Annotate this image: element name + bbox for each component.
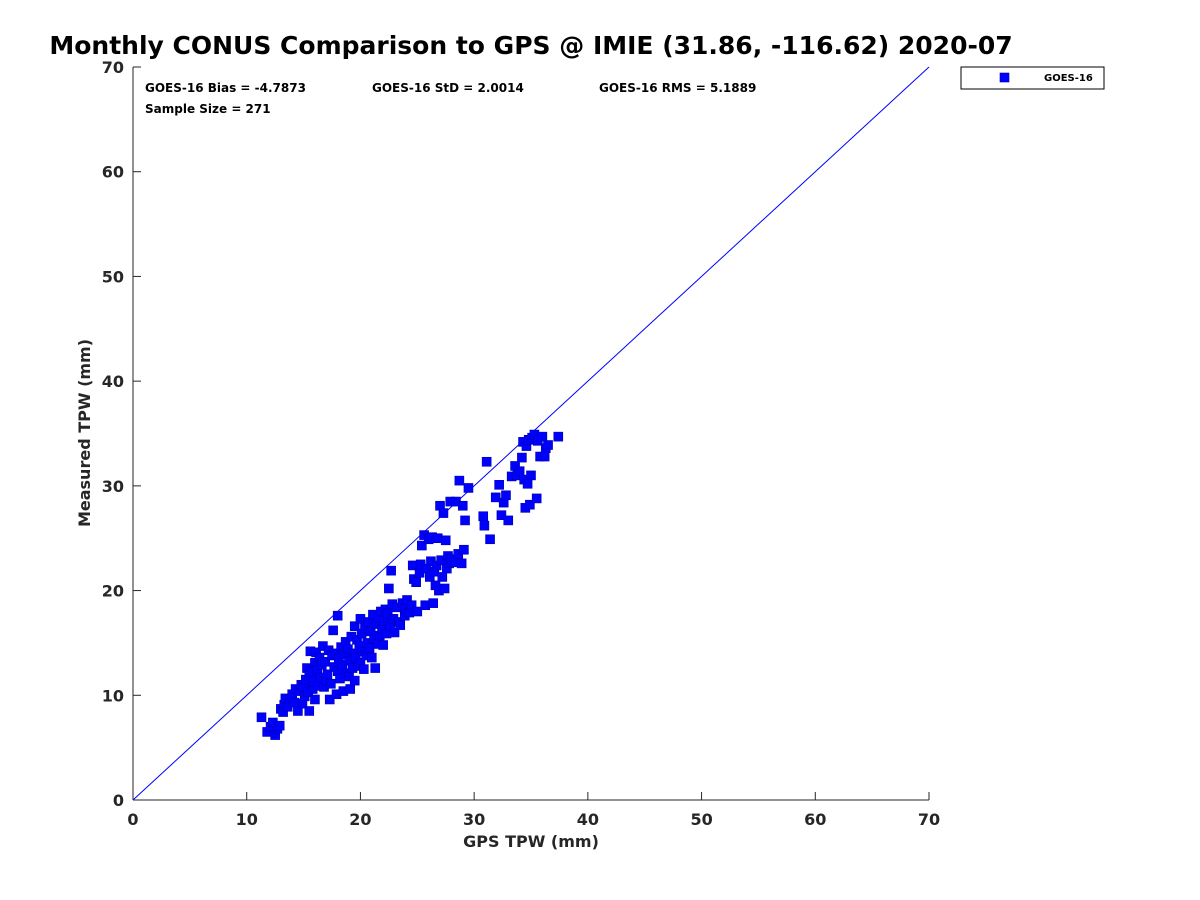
data-point (411, 577, 421, 587)
data-point (420, 600, 431, 611)
data-point (459, 544, 469, 555)
data-point (310, 694, 320, 705)
data-point (256, 712, 267, 723)
data-point (543, 440, 553, 450)
data-point (378, 640, 388, 650)
data-point (539, 451, 550, 462)
y-axis-label: Measured TPW (mm) (75, 339, 94, 527)
x-axis-label: GPS TPW (mm) (463, 832, 599, 851)
data-point (322, 669, 333, 680)
x-tick-label: 30 (463, 810, 485, 829)
x-tick-label: 40 (577, 810, 599, 829)
data-point (389, 627, 400, 638)
data-point (440, 535, 451, 546)
data-point (456, 558, 467, 569)
data-point (503, 515, 514, 526)
x-tick-label: 60 (804, 810, 826, 829)
sample-size-annotation: Sample Size = 271 (145, 102, 271, 116)
data-point (490, 492, 501, 503)
data-point (326, 678, 336, 689)
data-point (454, 475, 465, 486)
y-tick-label: 50 (102, 267, 124, 286)
data-point (460, 515, 470, 526)
data-point (349, 621, 360, 631)
data-point (382, 608, 393, 619)
legend-box (960, 66, 1105, 90)
data-point (537, 431, 548, 442)
x-tick-label: 20 (349, 810, 371, 829)
data-point (531, 493, 542, 504)
rms-annotation: GOES-16 RMS = 5.1889 (599, 81, 756, 95)
data-point (479, 520, 490, 531)
y-tick-label: 30 (102, 477, 124, 496)
data-point (324, 694, 335, 705)
x-tick-label: 10 (236, 810, 258, 829)
data-point (438, 508, 449, 518)
y-tick-label: 60 (102, 163, 124, 182)
data-point (485, 534, 495, 545)
legend-label-goes16: GOES-16 (1044, 73, 1093, 84)
data-point (496, 510, 507, 520)
data-point (366, 652, 377, 663)
data-point (478, 511, 489, 522)
data-point (432, 533, 443, 544)
data-point (501, 490, 511, 501)
data-point (349, 675, 360, 686)
data-point (412, 606, 423, 617)
data-point (514, 466, 525, 476)
data-point (522, 478, 533, 489)
data-point (274, 720, 285, 731)
data-point (332, 610, 343, 621)
data-point (517, 452, 527, 463)
y-tick-label: 20 (102, 582, 124, 601)
std-annotation: GOES-16 StD = 2.0014 (372, 81, 524, 95)
data-point (289, 697, 300, 708)
y-tick-label: 10 (102, 686, 124, 705)
data-point (526, 470, 536, 481)
data-point (384, 583, 394, 594)
y-tick-label: 0 (113, 791, 124, 810)
data-point (494, 480, 504, 490)
data-point (481, 456, 492, 467)
data-point (345, 684, 355, 694)
legend-marker (999, 72, 1010, 83)
data-point (328, 625, 338, 636)
data-point (437, 572, 448, 582)
y-tick-label: 40 (102, 372, 124, 391)
data-point (525, 499, 535, 510)
data-point (406, 600, 417, 611)
data-point (355, 614, 366, 624)
data-point (370, 663, 381, 673)
data-point (439, 583, 450, 594)
chart-title: Monthly CONUS Comparison to GPS @ IMIE (… (49, 31, 1012, 60)
x-tick-label: 0 (127, 810, 138, 829)
data-point (428, 598, 439, 608)
data-point (359, 664, 369, 674)
data-point (417, 540, 427, 551)
plot-axes: 0 10 20 30 40 50 60 70 0 10 20 30 40 50 60 70 (102, 58, 940, 829)
data-points (256, 429, 564, 740)
legend: GOES-16 (960, 66, 1105, 90)
data-point (448, 557, 459, 568)
y-tick-label: 70 (102, 58, 124, 77)
data-point (395, 620, 406, 630)
data-point (364, 643, 375, 653)
x-tick-label: 50 (690, 810, 712, 829)
data-point (386, 565, 396, 576)
bias-annotation: GOES-16 Bias = -4.7873 (145, 81, 306, 95)
data-point (553, 431, 564, 442)
data-point (304, 706, 315, 716)
data-point (320, 656, 330, 667)
data-point (457, 500, 468, 511)
data-point (463, 483, 474, 493)
x-tick-label: 70 (918, 810, 940, 829)
